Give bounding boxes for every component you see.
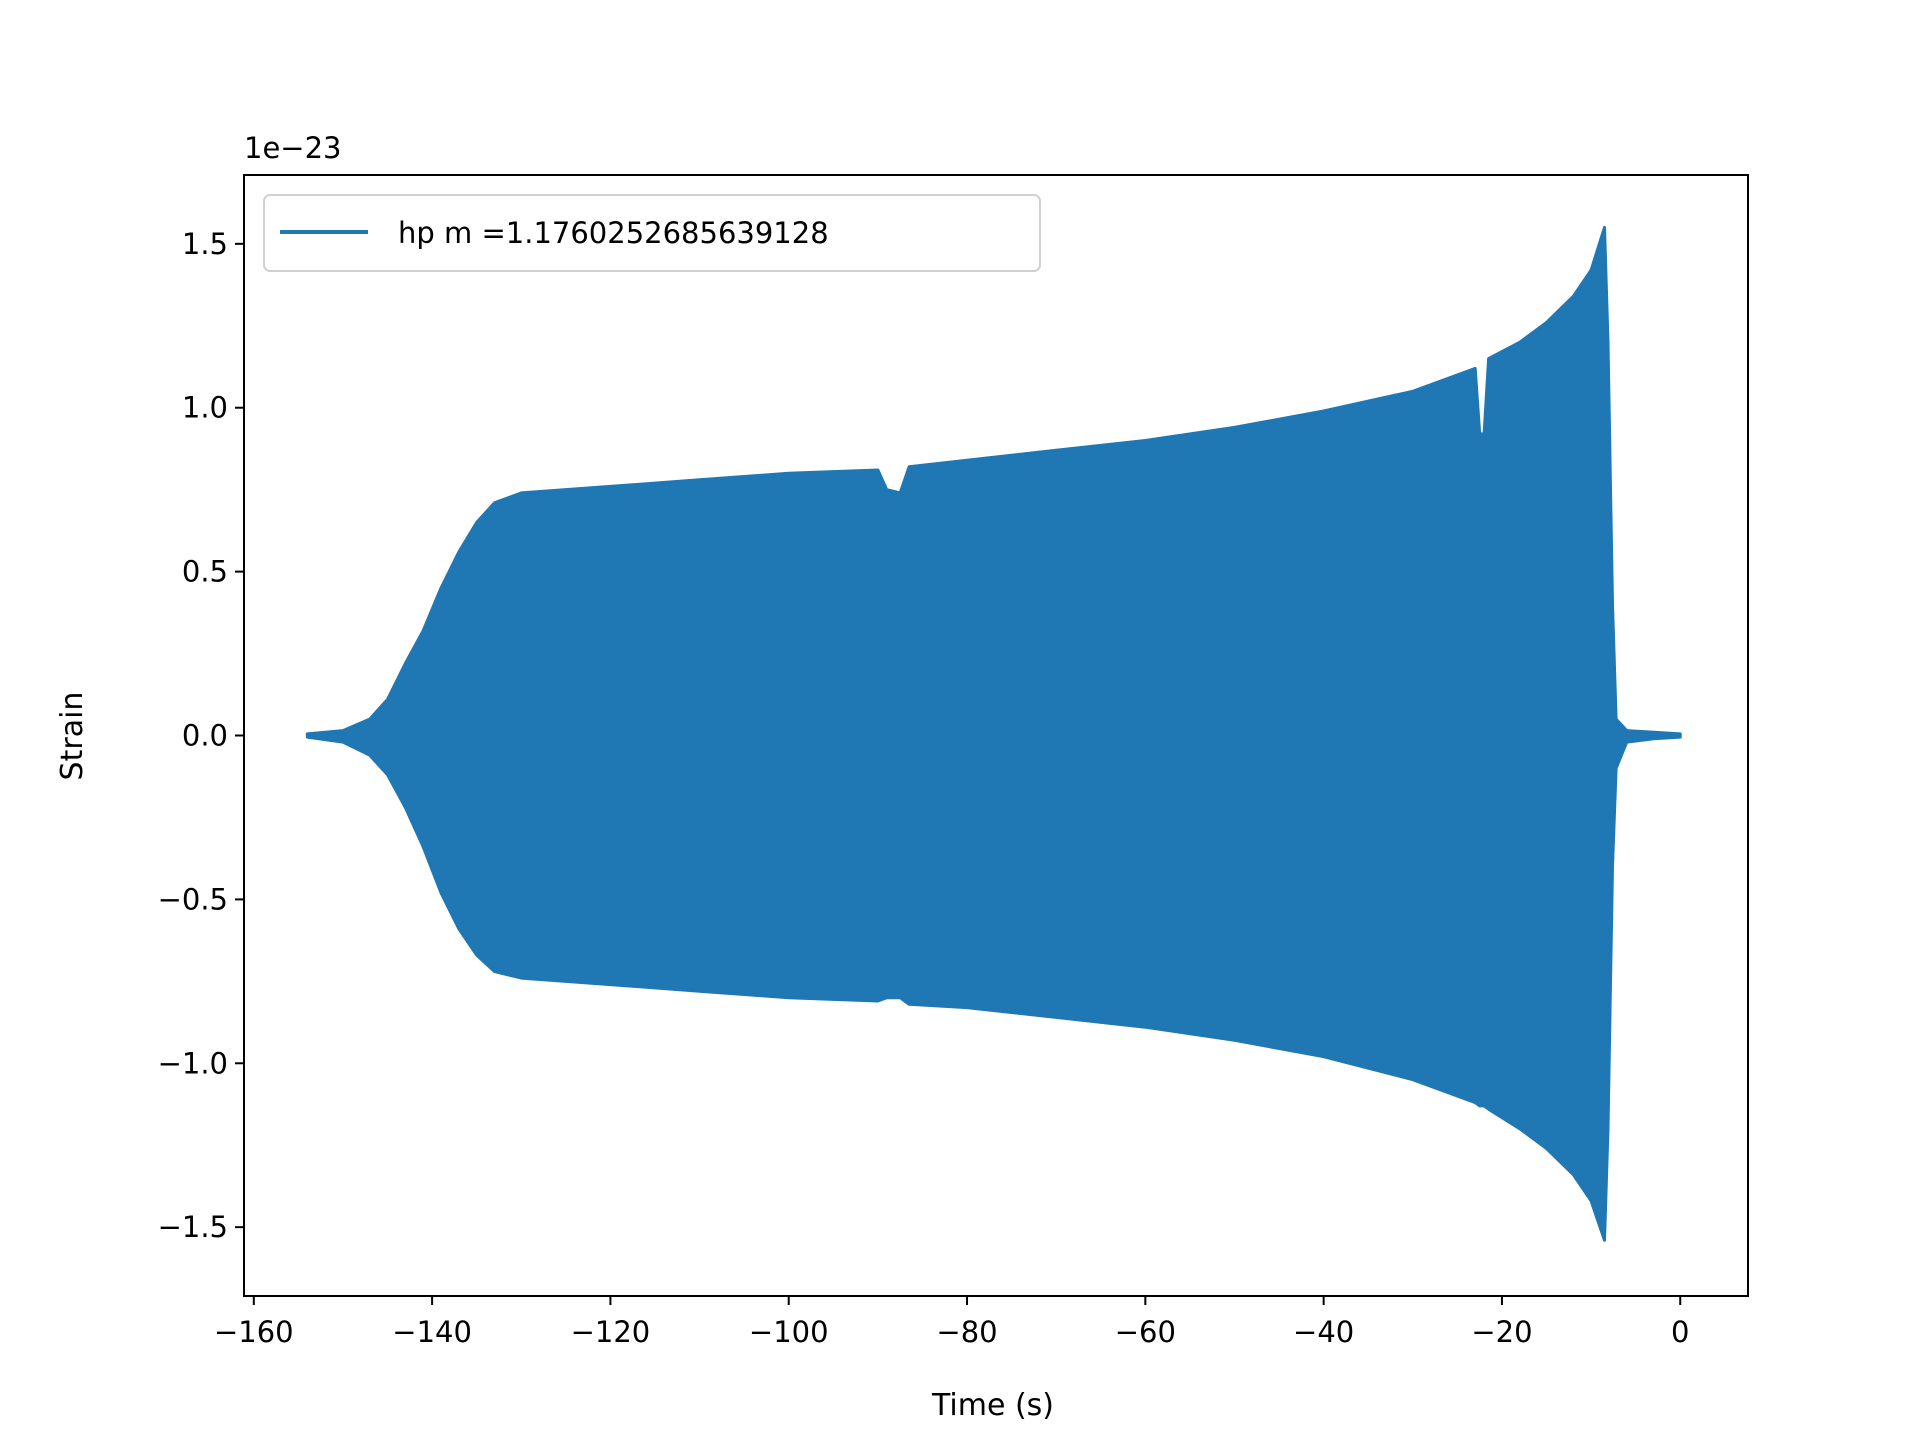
y-tick-label: 0.0 [182,719,228,753]
x-tick-label: −160 [214,1315,294,1349]
legend-box [263,194,1041,272]
x-axis: −160 −140 −120 −100 −80 −60 −40 −20 0 [214,1296,1689,1349]
x-tick-label: −100 [749,1315,829,1349]
x-tick-label: −80 [936,1315,997,1349]
y-tick-label: −1.0 [158,1046,228,1080]
x-tick-label: 0 [1671,1315,1689,1349]
x-tick-label: −140 [392,1315,472,1349]
y-axis: −1.5 −1.0 −0.5 0.0 0.5 1.0 1.5 [158,227,244,1244]
y-tick-label: −0.5 [158,882,228,916]
y-axis-label: Strain [55,692,90,781]
y-offset-text: 1e−23 [244,131,342,165]
x-tick-label: −120 [571,1315,651,1349]
y-tick-label: 1.5 [182,227,228,261]
x-axis-label: Time (s) [931,1388,1054,1423]
y-tick-label: 1.0 [182,391,228,425]
x-tick-label: −20 [1471,1315,1532,1349]
x-tick-label: −40 [1293,1315,1354,1349]
legend-label: hp m =1.1760252685639128 [398,216,829,250]
x-tick-label: −60 [1115,1315,1176,1349]
plot-area [305,225,1682,1242]
y-tick-label: −1.5 [158,1210,228,1244]
y-tick-label: 0.5 [182,555,228,589]
legend: hp m =1.1760252685639128 [263,194,1041,272]
waveform-series [305,225,1682,1242]
